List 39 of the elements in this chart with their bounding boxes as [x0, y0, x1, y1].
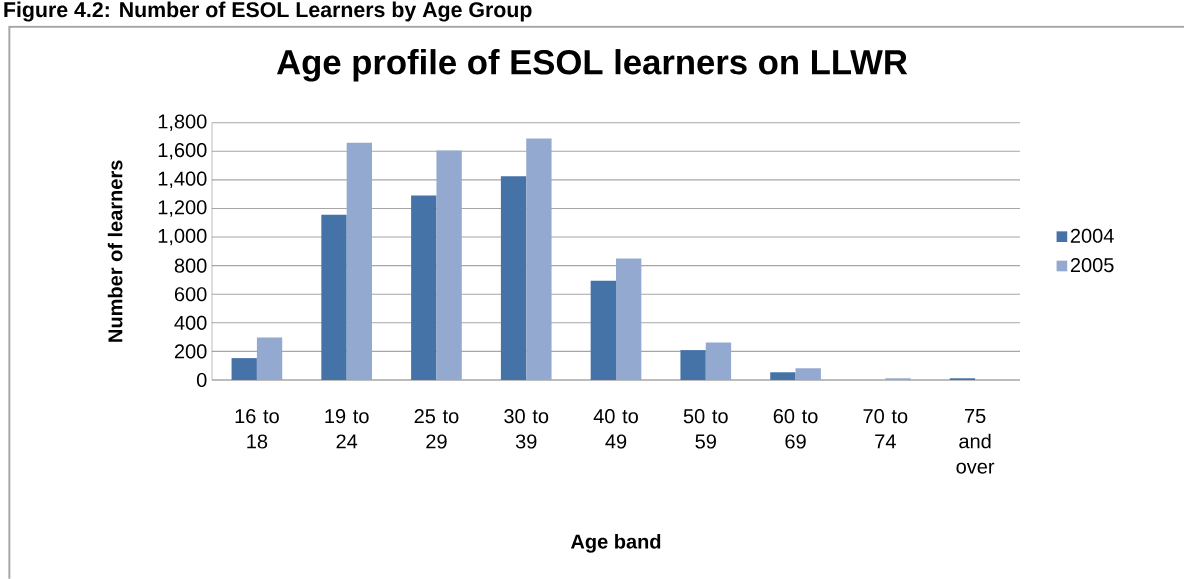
y-tick-label: 1,400	[158, 171, 207, 189]
bar	[436, 150, 462, 381]
x-axis-title: Age band	[570, 534, 661, 553]
legend-label: 2004	[1070, 228, 1114, 244]
chart-title: Age profile of ESOL learners on LLWR	[276, 49, 908, 82]
x-tick-label: 60 to 69	[773, 409, 818, 449]
bar	[795, 368, 821, 381]
x-tick-label: 25 to 29	[414, 409, 459, 449]
bar	[411, 195, 437, 381]
y-tick-label: 600	[174, 287, 207, 302]
y-tick-label: 200	[174, 344, 207, 359]
legend-label: 2005	[1070, 258, 1114, 273]
y-tick-label: 1,600	[158, 143, 207, 160]
bar	[256, 337, 283, 381]
x-tick-label: 70 to 74	[863, 409, 908, 449]
y-tick-label: 400	[174, 315, 207, 331]
x-tick-label: 16 to 18	[235, 409, 279, 449]
bar	[346, 142, 373, 381]
bar	[705, 342, 732, 381]
bar	[770, 372, 796, 381]
caption: Figure 4.2: Number of ESOL Learners by Age Group	[4, 1, 532, 22]
bar	[616, 258, 642, 381]
bar	[590, 280, 616, 381]
y-tick-label: 1,800	[158, 114, 207, 132]
bar	[321, 215, 347, 381]
x-tick-label: 50 to 59	[683, 409, 728, 449]
bar	[500, 176, 527, 381]
x-tick-label: 30 to 39	[504, 409, 549, 449]
y-tick-label: 1,200	[158, 200, 207, 217]
x-tick-label: 75 and over	[956, 409, 995, 474]
x-tick-label: 19 to 24	[325, 409, 369, 449]
y-tick-label: 1,000	[158, 228, 207, 246]
y-axis-title: Number of learners	[107, 160, 123, 342]
y-tick-label: 0	[196, 373, 207, 388]
bar	[526, 138, 552, 381]
x-tick-label: 40 to 49	[593, 409, 638, 449]
bar	[231, 358, 257, 381]
y-tick-label: 800	[174, 258, 207, 273]
bar	[680, 350, 706, 381]
